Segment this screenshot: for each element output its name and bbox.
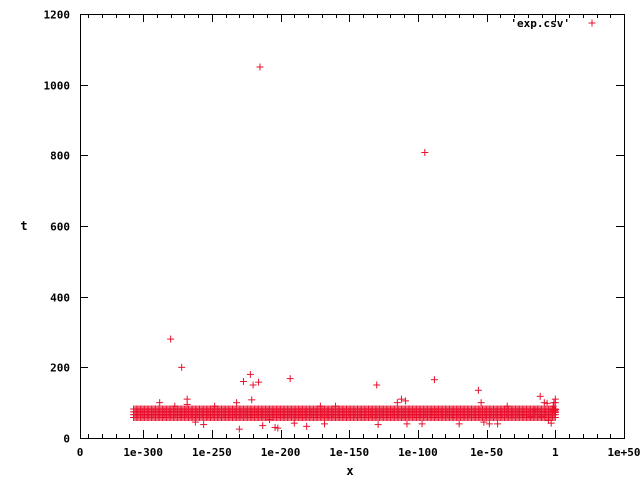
data-point (552, 406, 560, 414)
data-points (130, 63, 560, 433)
data-point (547, 419, 555, 427)
x-axis: 0 1e-300 1e-250 1e-200 1e-150 1e-100 1e-50 1 1e+… (77, 14, 640, 459)
data-point (266, 416, 274, 424)
x-tick-label: 1e-250 (192, 446, 232, 459)
data-point (549, 402, 557, 410)
data-point (373, 381, 381, 389)
data-point (421, 149, 429, 157)
data-point (480, 418, 488, 426)
legend: 'exp.csv' (510, 17, 596, 30)
data-point (418, 420, 426, 428)
data-point (256, 63, 264, 71)
y-tick-label: 200 (50, 362, 70, 375)
data-point (430, 376, 438, 384)
data-point (455, 420, 463, 428)
data-point (248, 396, 256, 404)
data-point (239, 377, 247, 385)
data-point (286, 375, 294, 383)
data-point (536, 392, 544, 400)
y-tick-label: 0 (63, 433, 70, 446)
data-point (235, 425, 243, 433)
data-point (200, 421, 208, 429)
data-point (402, 397, 410, 405)
data-point (274, 424, 282, 432)
x-tick-label: 1e-50 (470, 446, 503, 459)
y-axis-label: t (20, 219, 27, 233)
legend-label: 'exp.csv' (510, 17, 570, 30)
data-point (332, 402, 340, 410)
data-point (246, 370, 254, 378)
data-point (543, 399, 551, 407)
data-point (316, 402, 324, 410)
data-point (233, 399, 241, 407)
y-axis: 0 200 400 600 800 1000 1200 (44, 9, 624, 446)
data-point (403, 420, 411, 428)
x-tick-label: 1 (552, 446, 559, 459)
data-point (303, 422, 311, 430)
data-point (503, 402, 511, 410)
data-point (183, 400, 191, 408)
data-point (494, 420, 502, 428)
data-point (374, 421, 382, 429)
data-point (259, 422, 267, 430)
y-tick-label: 800 (50, 150, 70, 163)
data-point (211, 402, 219, 410)
data-point (538, 413, 546, 421)
data-point (321, 420, 329, 428)
plot-frame (80, 14, 625, 439)
data-point (474, 386, 482, 394)
x-tick-label: 1e+50 (607, 446, 640, 459)
data-point (393, 399, 401, 407)
y-tick-label: 1000 (44, 80, 71, 93)
data-point (178, 363, 186, 371)
data-point (477, 399, 485, 407)
data-point (531, 406, 539, 414)
data-point (290, 419, 298, 427)
x-tick-label: 1e-150 (329, 446, 369, 459)
data-point (249, 381, 257, 389)
legend-marker-plus (588, 19, 596, 27)
x-tick-label: 0 (77, 446, 84, 459)
x-tick-label: 1e-200 (261, 446, 301, 459)
data-point (171, 402, 179, 410)
x-tick-label: 1e-300 (123, 446, 163, 459)
data-point (551, 399, 559, 407)
data-point (191, 418, 199, 426)
data-point (485, 420, 493, 428)
y-tick-label: 400 (50, 292, 70, 305)
y-tick-label: 600 (50, 221, 70, 234)
x-tick-label: 1e-100 (398, 446, 438, 459)
legend-marker (588, 19, 596, 27)
x-axis-label: x (346, 464, 353, 478)
data-point (167, 335, 175, 343)
data-point (156, 399, 164, 407)
data-point (428, 408, 436, 415)
data-point (527, 413, 535, 421)
y-tick-label: 1200 (44, 9, 71, 22)
data-point (397, 395, 405, 403)
data-point (255, 378, 263, 386)
